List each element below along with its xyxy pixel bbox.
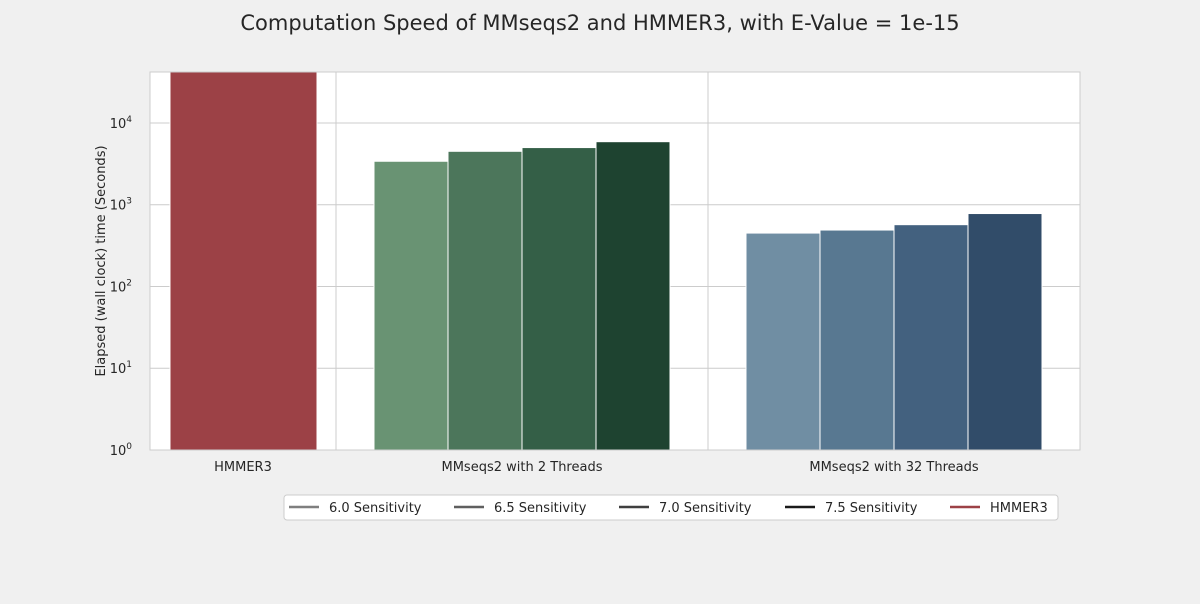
bar xyxy=(745,232,821,451)
y-tick-label: 103 xyxy=(110,197,132,214)
legend-label: 6.0 Sensitivity xyxy=(329,501,422,516)
bar xyxy=(169,71,318,451)
y-tick-label: 102 xyxy=(110,278,132,295)
y-tick-label: 104 xyxy=(110,115,133,132)
bar xyxy=(373,160,449,451)
bar xyxy=(819,229,895,451)
plot-border xyxy=(149,71,1081,451)
bar xyxy=(893,224,969,451)
y-tick-label: 100 xyxy=(110,442,133,459)
y-tick-label: 101 xyxy=(110,360,132,377)
legend-label: 7.0 Sensitivity xyxy=(659,501,752,516)
y-axis-label: Elapsed (wall clock) time (Seconds) xyxy=(94,145,109,376)
legend-label: 6.5 Sensitivity xyxy=(494,501,587,516)
x-tick-label: MMseqs2 with 32 Threads xyxy=(809,460,978,475)
chart-title: Computation Speed of MMseqs2 and HMMER3,… xyxy=(240,11,959,35)
legend-label: HMMER3 xyxy=(990,501,1048,516)
legend-label: 7.5 Sensitivity xyxy=(825,501,918,516)
bar xyxy=(521,147,597,451)
bar xyxy=(967,213,1043,451)
x-tick-label: MMseqs2 with 2 Threads xyxy=(442,460,603,475)
x-tick-label: HMMER3 xyxy=(214,460,272,475)
bar xyxy=(595,141,671,451)
bar xyxy=(447,150,523,451)
legend-box xyxy=(283,494,1059,521)
